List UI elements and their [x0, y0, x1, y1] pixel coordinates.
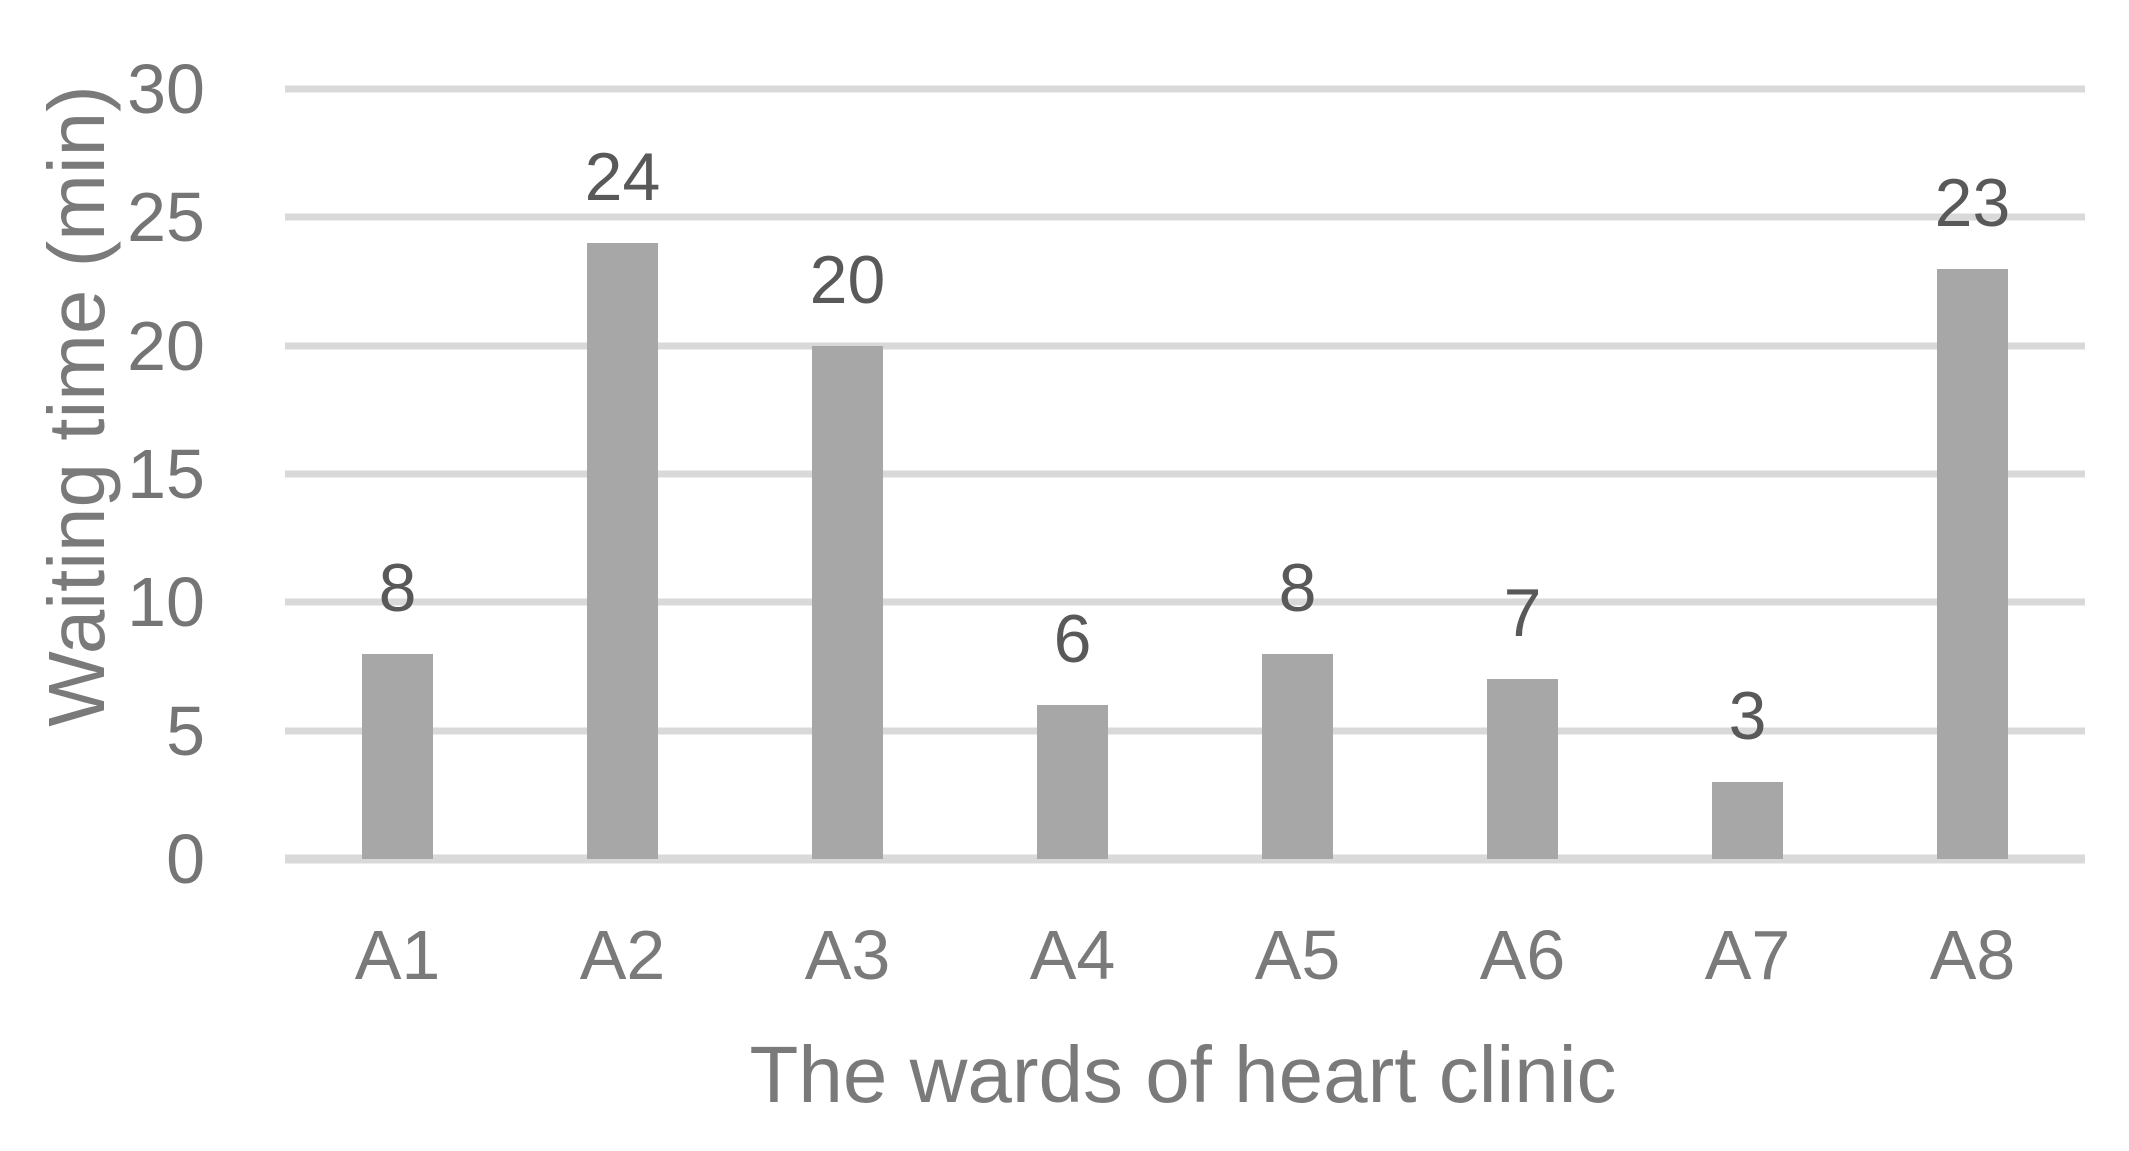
x-axis-line — [285, 854, 2085, 864]
y-tick-label: 25 — [127, 178, 205, 257]
x-tick-label-A8: A8 — [1929, 916, 2016, 994]
gridline — [285, 727, 2085, 735]
bar-A6 — [1487, 679, 1558, 859]
x-tick-label-A5: A5 — [1254, 916, 1341, 994]
data-label-A5: 8 — [1278, 549, 1317, 626]
x-axis-title: The wards of heart clinic — [749, 1030, 1617, 1119]
plot-area: 8 24 20 6 8 7 3 23 — [285, 85, 2085, 864]
data-label-A1: 8 — [378, 549, 417, 626]
bar-A5 — [1262, 653, 1333, 859]
y-tick-label: 30 — [127, 50, 205, 128]
data-label-A4: 6 — [1053, 601, 1092, 677]
data-label-A2: 24 — [584, 139, 661, 215]
gridline — [285, 85, 2085, 93]
y-tick-label: 15 — [127, 435, 205, 513]
x-tick-label-A2: A2 — [579, 916, 666, 994]
x-tick-label-A7: A7 — [1704, 916, 1791, 994]
bar-A2 — [587, 243, 658, 859]
y-tick-label: 20 — [127, 306, 205, 385]
gridline — [285, 598, 2085, 606]
y-axis-tick-labels: 0 5 10 15 20 25 30 — [0, 54, 205, 894]
x-tick-label-A6: A6 — [1479, 916, 1566, 994]
bar-A7 — [1712, 782, 1783, 859]
bar-A8 — [1937, 268, 2008, 859]
gridline — [285, 213, 2085, 221]
data-label-A8: 23 — [1934, 164, 2011, 241]
y-tick-label: 0 — [166, 820, 205, 898]
bar-A3 — [812, 345, 883, 859]
gridline — [285, 342, 2085, 350]
bar-A1 — [362, 653, 433, 859]
x-tick-label-A4: A4 — [1029, 916, 1116, 994]
x-tick-label-A3: A3 — [804, 916, 891, 994]
gridline — [285, 470, 2085, 478]
data-label-A6: 7 — [1503, 575, 1542, 652]
x-tick-label-A1: A1 — [354, 916, 441, 994]
data-label-A3: 20 — [809, 241, 886, 318]
data-label-A7: 3 — [1728, 678, 1767, 754]
bar-A4 — [1037, 705, 1108, 859]
x-axis-tick-labels: A1 A2 A3 A4 A5 A6 A7 A8 — [285, 914, 2085, 1004]
y-tick-label: 10 — [127, 563, 205, 642]
y-tick-label: 5 — [166, 691, 205, 770]
